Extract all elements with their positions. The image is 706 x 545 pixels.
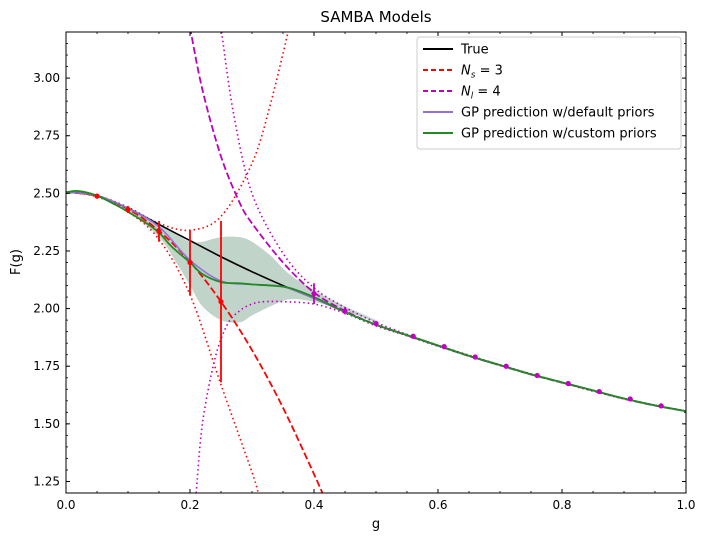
nl-data-point	[311, 291, 317, 297]
x-tick-label: 0.8	[552, 498, 571, 512]
nl-data-point	[534, 372, 540, 379]
legend-label: GP prediction w/default priors	[461, 106, 655, 121]
y-tick-label: 1.25	[33, 474, 60, 488]
nl-data-point	[410, 333, 416, 339]
ns-data-point	[94, 193, 100, 199]
y-axis-label: F(g)	[9, 249, 24, 275]
legend-label: True	[460, 43, 489, 58]
nl-data-point	[503, 363, 509, 369]
legend-label: Nl = 4	[461, 85, 501, 102]
nl-data-point	[472, 354, 478, 360]
y-tick-label: 2.00	[33, 302, 60, 316]
ns-upper-interval-line	[66, 32, 289, 232]
x-axis-label: g	[372, 517, 380, 532]
ns-data-point	[187, 259, 193, 266]
nl-data-point	[565, 380, 571, 387]
ns-data-point	[125, 206, 131, 213]
x-tick-label: 1.0	[676, 498, 695, 512]
ns-data-point	[218, 299, 224, 305]
legend-label: Ns = 3	[461, 64, 503, 81]
y-tick-label: 1.75	[33, 359, 60, 373]
nl-data-point	[441, 344, 447, 350]
y-tick-label: 2.25	[33, 244, 60, 258]
y-tick-label: 3.00	[33, 71, 60, 85]
x-tick-label: 0.0	[56, 498, 75, 512]
y-tick-label: 2.75	[33, 129, 60, 143]
ns-data-point	[156, 228, 162, 234]
chart-title: SAMBA Models	[320, 8, 431, 26]
ns-series-line	[66, 191, 324, 493]
legend: True Ns = 3 Nl = 4 GP prediction w/default …	[416, 36, 682, 150]
legend-box	[416, 36, 682, 150]
legend-label: GP prediction w/custom priors	[461, 127, 657, 142]
y-tick-label: 1.50	[33, 417, 60, 431]
nl-lower-interval-line	[195, 300, 686, 493]
gp-custom-series-line	[66, 190, 686, 413]
nl-data-point	[658, 403, 664, 409]
nl-data-point	[373, 320, 379, 327]
x-tick-label: 0.6	[428, 498, 447, 512]
nl-data-point	[596, 388, 602, 395]
y-tick-label: 2.50	[33, 186, 60, 200]
x-tick-label: 0.2	[180, 498, 199, 512]
x-tick-label: 0.4	[304, 498, 323, 512]
nl-data-point	[627, 396, 633, 402]
nl-data-point	[342, 308, 348, 314]
